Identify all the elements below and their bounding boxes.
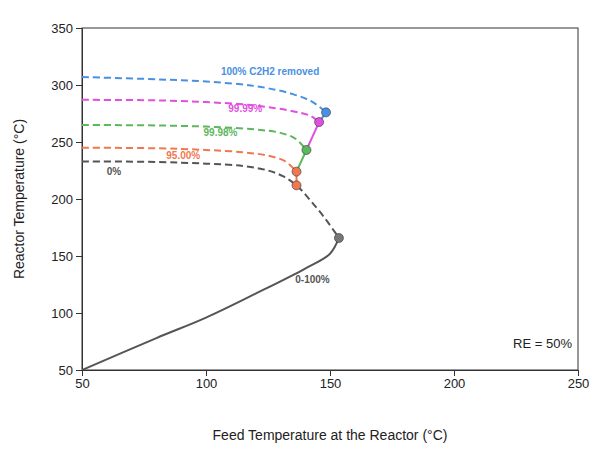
y-tick-mark (76, 142, 82, 143)
curve-label: 0% (107, 166, 122, 177)
point (334, 233, 343, 242)
x-tick-label: 50 (75, 376, 89, 391)
x-axis: 50 100 150 200 250 (75, 370, 589, 391)
curve (82, 125, 306, 150)
y-tick-mark (76, 85, 82, 86)
curve (82, 77, 326, 112)
y-tick-mark (76, 199, 82, 200)
y-axis-line (82, 29, 83, 371)
x-tick: 50 (75, 370, 89, 391)
x-tick-mark (454, 370, 455, 376)
x-tick-mark (578, 370, 579, 376)
y-tick: 250 (51, 135, 82, 150)
y-tick-mark (76, 28, 82, 29)
curve-label: 0-100% (295, 274, 330, 285)
y-tick-label: 200 (51, 192, 73, 207)
x-tick: 200 (444, 370, 466, 391)
y-tick: 150 (51, 249, 82, 264)
x-tick-mark (330, 370, 331, 376)
y-tick-mark (76, 370, 82, 371)
y-tick-label: 50 (59, 363, 73, 378)
curve-labels: 0-100% 0% 95.00% 99.98% 99.99% 100% C2H2 remo… (107, 66, 330, 286)
y-tick: 300 (51, 78, 82, 93)
curve (82, 161, 339, 238)
point (292, 167, 301, 176)
x-tick: 250 (568, 370, 590, 391)
plot-frame (82, 28, 578, 370)
x-tick-label: 250 (568, 376, 590, 391)
curve-label: 99.99% (228, 103, 262, 114)
y-tick: 100 (51, 306, 82, 321)
curve (82, 100, 319, 122)
x-tick: 150 (320, 370, 342, 391)
x-axis-title: Feed Temperature at the Reactor (°C) (213, 427, 448, 443)
y-axis-title: Reactor Temperature (°C) (11, 119, 27, 279)
marks (82, 77, 343, 370)
y-tick: 350 (51, 21, 82, 36)
y-axis: 50 100 150 200 250 300 350 (51, 21, 82, 378)
curve (82, 238, 339, 370)
x-tick-mark (82, 370, 83, 376)
x-tick-label: 150 (320, 376, 342, 391)
curve-label: 99.98% (204, 127, 238, 138)
point (302, 145, 311, 154)
y-tick-mark (76, 256, 82, 257)
x-tick-mark (206, 370, 207, 376)
y-tick-label: 100 (51, 306, 73, 321)
y-tick-label: 300 (51, 78, 73, 93)
point (322, 108, 331, 117)
point (292, 181, 301, 190)
y-tick: 50 (59, 363, 82, 378)
point (315, 118, 324, 127)
x-tick-label: 200 (444, 376, 466, 391)
y-tick-label: 150 (51, 249, 73, 264)
y-tick-label: 350 (51, 21, 73, 36)
chart: 50 100 150 200 250 50 100 150 200 250 300 350 Feed T… (0, 0, 603, 463)
curve-label: 95.00% (166, 150, 200, 161)
y-tick-mark (76, 313, 82, 314)
x-tick-label: 100 (196, 376, 218, 391)
x-tick: 100 (196, 370, 218, 391)
y-tick-label: 250 (51, 135, 73, 150)
annotation: RE = 50% (513, 336, 572, 351)
y-tick: 200 (51, 192, 82, 207)
curve-label: 100% C2H2 removed (221, 66, 319, 77)
